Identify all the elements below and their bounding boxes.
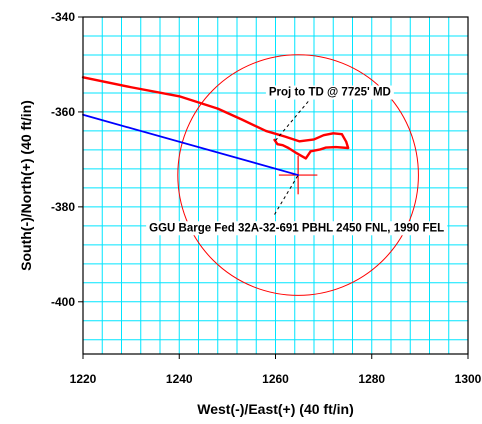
plan-line: [82, 113, 300, 176]
y-tick-label: -340: [51, 10, 75, 24]
x-axis-title: West(-)/East(+) (40 ft/in): [197, 401, 353, 417]
target-circle: [177, 54, 419, 296]
survey-path-line: [81, 76, 350, 160]
annotation-label: Proj to TD @ 7725' MD: [269, 87, 391, 99]
y-tick-label: -400: [51, 295, 75, 309]
x-tick-label: 1300: [455, 372, 482, 386]
series: [81, 76, 350, 176]
y-axis-title: South(-)/North(+) (40 ft/in): [18, 100, 34, 271]
x-tick-label: 1220: [70, 372, 97, 386]
x-tick-label: 1260: [262, 372, 289, 386]
grid: [82, 16, 469, 354]
annotation-leader-line: [274, 174, 299, 215]
annotations: Proj to TD @ 7725' MD GGU Barge Fed 32A-3…: [146, 85, 448, 236]
y-tick-label: -380: [51, 200, 75, 214]
x-tick-label: 1280: [358, 372, 385, 386]
y-tick-labels: -340 -360 -380 -400: [51, 10, 75, 309]
x-tick-label: 1240: [166, 372, 193, 386]
x-tick-labels: 1220 1240 1260 1280 1300: [70, 372, 482, 386]
plot-frame: [82, 16, 469, 355]
plot-area: Proj to TD @ 7725' MD GGU Barge Fed 32A-3…: [81, 54, 448, 296]
annotation-label-background: [146, 221, 448, 236]
annotation-leaders: [273, 101, 309, 215]
annotation-label: GGU Barge Fed 32A-32-691 PBHL 2450 FNL, …: [149, 222, 444, 234]
annotation-leader-line: [273, 101, 309, 144]
annotation-label-background: [265, 85, 394, 100]
tick-marks: [78, 16, 469, 359]
y-tick-label: -360: [51, 105, 75, 119]
